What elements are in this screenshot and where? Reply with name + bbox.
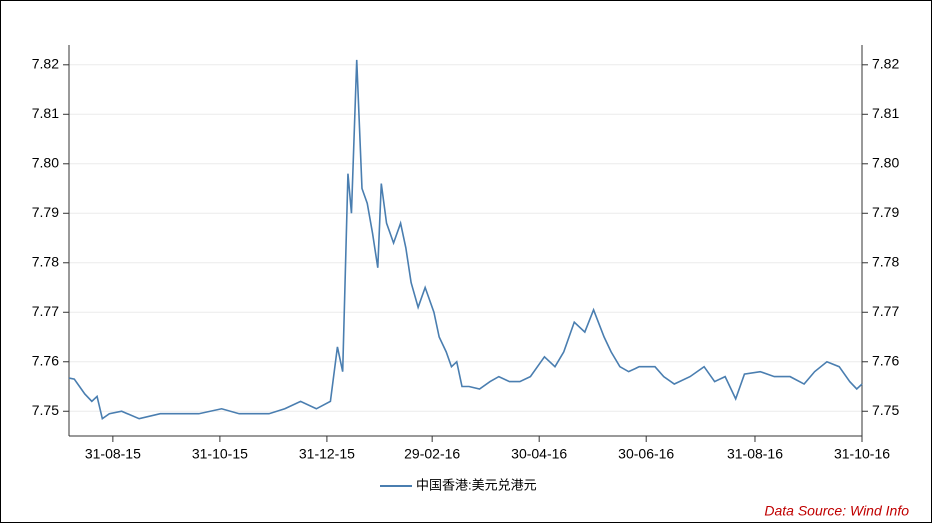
- x-tick-label: 30-04-16: [511, 446, 567, 462]
- x-tick-label: 31-10-15: [192, 446, 248, 462]
- data-line: [68, 59, 863, 421]
- x-tick-label: 29-02-16: [404, 446, 460, 462]
- y2-tick-label: 7.77: [872, 303, 899, 319]
- x-tick-label: 31-10-16: [834, 446, 890, 462]
- y2-tick-label: 7.82: [872, 56, 899, 72]
- annotation: Data Source: Wind Info: [764, 503, 909, 519]
- y-tick-label: 7.81: [32, 105, 59, 121]
- y-tick-label: 7.80: [32, 154, 59, 170]
- y2-tick-label: 7.81: [872, 105, 899, 121]
- x-tick-label: 30-06-16: [618, 446, 674, 462]
- y2-tick-label: 7.76: [872, 352, 899, 368]
- x-tick-label: 31-08-16: [727, 446, 783, 462]
- y2-tick-label: 7.78: [872, 253, 899, 269]
- y2-tick-label: 7.79: [872, 204, 899, 220]
- y2-tick-label: 7.75: [872, 402, 899, 418]
- y-tick-label: 7.82: [32, 56, 59, 72]
- y-tick-label: 7.78: [32, 253, 59, 269]
- y-tick-label: 7.77: [32, 303, 59, 319]
- legend-label: 中国香港:美元兑港元: [416, 477, 537, 492]
- y-tick-label: 7.79: [32, 204, 59, 220]
- y2-tick-label: 7.80: [872, 154, 899, 170]
- x-tick-label: 31-08-15: [85, 446, 141, 462]
- y-tick-label: 7.75: [32, 402, 59, 418]
- x-tick-label: 31-12-15: [299, 446, 355, 462]
- y-tick-label: 7.76: [32, 352, 59, 368]
